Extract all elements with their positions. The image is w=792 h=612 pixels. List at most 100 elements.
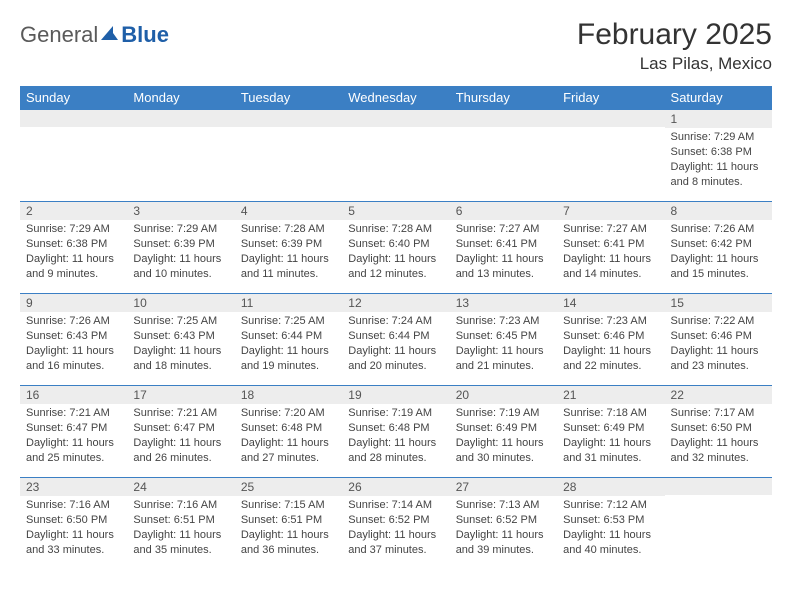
day-content: Sunrise: 7:22 AMSunset: 6:46 PMDaylight:… bbox=[665, 312, 772, 377]
day-cell: 10Sunrise: 7:25 AMSunset: 6:43 PMDayligh… bbox=[127, 294, 234, 386]
day-cell: 3Sunrise: 7:29 AMSunset: 6:39 PMDaylight… bbox=[127, 202, 234, 294]
day-number: 25 bbox=[235, 478, 342, 496]
day-number: 4 bbox=[235, 202, 342, 220]
month-title: February 2025 bbox=[577, 18, 772, 52]
day-cell: 26Sunrise: 7:14 AMSunset: 6:52 PMDayligh… bbox=[342, 478, 449, 570]
day-cell: 5Sunrise: 7:28 AMSunset: 6:40 PMDaylight… bbox=[342, 202, 449, 294]
day-number: 24 bbox=[127, 478, 234, 496]
day-header-cell: Friday bbox=[557, 86, 664, 110]
day-number: 10 bbox=[127, 294, 234, 312]
day-number: 22 bbox=[665, 386, 772, 404]
day-header-cell: Tuesday bbox=[235, 86, 342, 110]
day-cell: 2Sunrise: 7:29 AMSunset: 6:38 PMDaylight… bbox=[20, 202, 127, 294]
week-row: 16Sunrise: 7:21 AMSunset: 6:47 PMDayligh… bbox=[20, 386, 772, 478]
day-content: Sunrise: 7:27 AMSunset: 6:41 PMDaylight:… bbox=[557, 220, 664, 285]
day-content: Sunrise: 7:19 AMSunset: 6:48 PMDaylight:… bbox=[342, 404, 449, 469]
day-cell: 13Sunrise: 7:23 AMSunset: 6:45 PMDayligh… bbox=[450, 294, 557, 386]
day-number: 19 bbox=[342, 386, 449, 404]
day-content: Sunrise: 7:18 AMSunset: 6:49 PMDaylight:… bbox=[557, 404, 664, 469]
day-cell bbox=[235, 110, 342, 202]
day-number: 9 bbox=[20, 294, 127, 312]
day-header-cell: Wednesday bbox=[342, 86, 449, 110]
day-cell: 23Sunrise: 7:16 AMSunset: 6:50 PMDayligh… bbox=[20, 478, 127, 570]
header: General Blue February 2025 Las Pilas, Me… bbox=[20, 18, 772, 74]
day-content: Sunrise: 7:17 AMSunset: 6:50 PMDaylight:… bbox=[665, 404, 772, 469]
day-header-cell: Thursday bbox=[450, 86, 557, 110]
logo-sail-icon bbox=[99, 22, 119, 48]
day-cell: 4Sunrise: 7:28 AMSunset: 6:39 PMDaylight… bbox=[235, 202, 342, 294]
day-number: 20 bbox=[450, 386, 557, 404]
week-row: 23Sunrise: 7:16 AMSunset: 6:50 PMDayligh… bbox=[20, 478, 772, 570]
day-content: Sunrise: 7:12 AMSunset: 6:53 PMDaylight:… bbox=[557, 496, 664, 561]
day-content: Sunrise: 7:28 AMSunset: 6:39 PMDaylight:… bbox=[235, 220, 342, 285]
day-content: Sunrise: 7:21 AMSunset: 6:47 PMDaylight:… bbox=[127, 404, 234, 469]
day-cell: 22Sunrise: 7:17 AMSunset: 6:50 PMDayligh… bbox=[665, 386, 772, 478]
day-number bbox=[665, 478, 772, 495]
day-content: Sunrise: 7:29 AMSunset: 6:38 PMDaylight:… bbox=[20, 220, 127, 285]
day-number: 16 bbox=[20, 386, 127, 404]
day-number: 7 bbox=[557, 202, 664, 220]
day-content: Sunrise: 7:25 AMSunset: 6:43 PMDaylight:… bbox=[127, 312, 234, 377]
day-content: Sunrise: 7:28 AMSunset: 6:40 PMDaylight:… bbox=[342, 220, 449, 285]
day-number: 13 bbox=[450, 294, 557, 312]
day-cell: 17Sunrise: 7:21 AMSunset: 6:47 PMDayligh… bbox=[127, 386, 234, 478]
day-content: Sunrise: 7:15 AMSunset: 6:51 PMDaylight:… bbox=[235, 496, 342, 561]
day-number: 3 bbox=[127, 202, 234, 220]
day-number: 28 bbox=[557, 478, 664, 496]
day-number: 5 bbox=[342, 202, 449, 220]
day-cell: 1Sunrise: 7:29 AMSunset: 6:38 PMDaylight… bbox=[665, 110, 772, 202]
day-number bbox=[342, 110, 449, 127]
day-number bbox=[20, 110, 127, 127]
location: Las Pilas, Mexico bbox=[577, 54, 772, 74]
day-number: 23 bbox=[20, 478, 127, 496]
week-row: 1Sunrise: 7:29 AMSunset: 6:38 PMDaylight… bbox=[20, 110, 772, 202]
day-content: Sunrise: 7:16 AMSunset: 6:51 PMDaylight:… bbox=[127, 496, 234, 561]
day-number: 17 bbox=[127, 386, 234, 404]
day-number: 15 bbox=[665, 294, 772, 312]
day-number: 27 bbox=[450, 478, 557, 496]
day-content: Sunrise: 7:29 AMSunset: 6:38 PMDaylight:… bbox=[665, 128, 772, 193]
day-number: 26 bbox=[342, 478, 449, 496]
logo: General Blue bbox=[20, 18, 169, 48]
day-header-row: SundayMondayTuesdayWednesdayThursdayFrid… bbox=[20, 86, 772, 110]
day-content: Sunrise: 7:26 AMSunset: 6:43 PMDaylight:… bbox=[20, 312, 127, 377]
day-number: 6 bbox=[450, 202, 557, 220]
day-cell bbox=[127, 110, 234, 202]
day-cell bbox=[665, 478, 772, 570]
day-content: Sunrise: 7:24 AMSunset: 6:44 PMDaylight:… bbox=[342, 312, 449, 377]
day-number bbox=[557, 110, 664, 127]
day-number: 14 bbox=[557, 294, 664, 312]
day-cell: 16Sunrise: 7:21 AMSunset: 6:47 PMDayligh… bbox=[20, 386, 127, 478]
day-number: 2 bbox=[20, 202, 127, 220]
day-header-cell: Sunday bbox=[20, 86, 127, 110]
day-content: Sunrise: 7:23 AMSunset: 6:45 PMDaylight:… bbox=[450, 312, 557, 377]
week-row: 9Sunrise: 7:26 AMSunset: 6:43 PMDaylight… bbox=[20, 294, 772, 386]
day-cell: 25Sunrise: 7:15 AMSunset: 6:51 PMDayligh… bbox=[235, 478, 342, 570]
day-cell: 6Sunrise: 7:27 AMSunset: 6:41 PMDaylight… bbox=[450, 202, 557, 294]
day-cell: 14Sunrise: 7:23 AMSunset: 6:46 PMDayligh… bbox=[557, 294, 664, 386]
day-number: 21 bbox=[557, 386, 664, 404]
day-content: Sunrise: 7:14 AMSunset: 6:52 PMDaylight:… bbox=[342, 496, 449, 561]
day-cell bbox=[450, 110, 557, 202]
day-cell: 28Sunrise: 7:12 AMSunset: 6:53 PMDayligh… bbox=[557, 478, 664, 570]
day-cell: 8Sunrise: 7:26 AMSunset: 6:42 PMDaylight… bbox=[665, 202, 772, 294]
day-header-cell: Saturday bbox=[665, 86, 772, 110]
day-number: 18 bbox=[235, 386, 342, 404]
day-content: Sunrise: 7:16 AMSunset: 6:50 PMDaylight:… bbox=[20, 496, 127, 561]
day-cell: 24Sunrise: 7:16 AMSunset: 6:51 PMDayligh… bbox=[127, 478, 234, 570]
day-content: Sunrise: 7:27 AMSunset: 6:41 PMDaylight:… bbox=[450, 220, 557, 285]
day-number bbox=[127, 110, 234, 127]
logo-text-blue: Blue bbox=[121, 22, 169, 48]
calendar-table: SundayMondayTuesdayWednesdayThursdayFrid… bbox=[20, 86, 772, 570]
day-cell: 7Sunrise: 7:27 AMSunset: 6:41 PMDaylight… bbox=[557, 202, 664, 294]
day-number: 1 bbox=[665, 110, 772, 128]
calendar-body: 1Sunrise: 7:29 AMSunset: 6:38 PMDaylight… bbox=[20, 110, 772, 570]
week-row: 2Sunrise: 7:29 AMSunset: 6:38 PMDaylight… bbox=[20, 202, 772, 294]
day-number: 12 bbox=[342, 294, 449, 312]
day-header-cell: Monday bbox=[127, 86, 234, 110]
day-content: Sunrise: 7:25 AMSunset: 6:44 PMDaylight:… bbox=[235, 312, 342, 377]
day-cell bbox=[20, 110, 127, 202]
day-number: 8 bbox=[665, 202, 772, 220]
day-cell: 18Sunrise: 7:20 AMSunset: 6:48 PMDayligh… bbox=[235, 386, 342, 478]
day-content: Sunrise: 7:21 AMSunset: 6:47 PMDaylight:… bbox=[20, 404, 127, 469]
